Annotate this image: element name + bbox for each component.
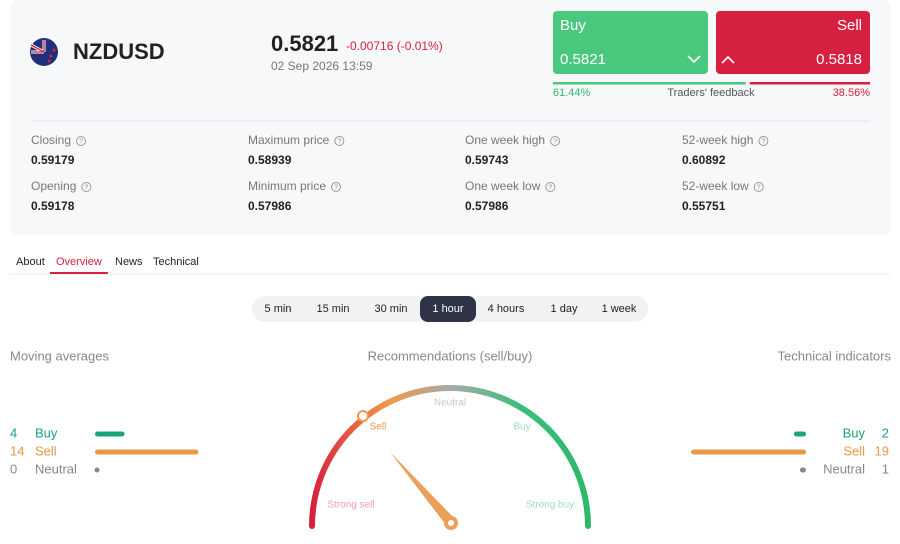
datetime: 02 Sep 2026 13:59 <box>271 59 373 73</box>
stat-label: Maximum price <box>248 133 330 147</box>
stat-label: Opening <box>31 179 76 193</box>
stat-label: 52-week low <box>682 179 749 193</box>
buy-label: Buy <box>560 17 586 34</box>
tab-underline <box>50 272 108 274</box>
stat-label: 52-week high <box>682 133 753 147</box>
help-icon <box>753 182 764 192</box>
count: 14 <box>10 443 24 458</box>
help-icon <box>545 182 556 192</box>
feedback-label: Traders' feedback <box>667 87 755 99</box>
signal-bar <box>691 449 806 455</box>
timeframe[interactable]: 4 hours <box>488 303 525 315</box>
stat-value: 0.55751 <box>682 199 726 213</box>
signal-bar <box>95 431 125 437</box>
help-mark: ? <box>548 184 552 191</box>
sell-label: Sell <box>837 17 862 34</box>
signal-bar <box>94 467 100 473</box>
stat-value: 0.59743 <box>465 153 509 167</box>
gauge-label: Neutral <box>434 398 466 409</box>
help-mark: ? <box>334 184 338 191</box>
help-mark: ? <box>757 184 761 191</box>
signal-bar <box>793 431 806 437</box>
buy-button[interactable] <box>553 11 708 74</box>
section-title: Moving averages <box>10 348 109 363</box>
sell-price: 0.5818 <box>816 51 862 68</box>
help-icon <box>331 182 342 192</box>
help-mark: ? <box>761 138 765 145</box>
help-icon <box>758 136 769 146</box>
tab[interactable]: About <box>16 256 45 268</box>
help-icon <box>81 182 92 192</box>
timeframe-active <box>420 296 476 322</box>
tab[interactable]: Technical <box>153 256 199 268</box>
signal-label: Neutral <box>823 461 865 476</box>
count: 2 <box>882 425 889 440</box>
timeframe[interactable]: 15 min <box>316 303 349 315</box>
gauge <box>309 385 591 530</box>
count: 19 <box>875 443 889 458</box>
symbol: NZDUSD <box>73 39 165 64</box>
stat-value: 0.57986 <box>465 199 509 213</box>
gauge-label: Strong sell <box>327 500 374 511</box>
timeframe[interactable]: 1 hour <box>432 303 464 315</box>
gauge-label: Buy <box>513 422 530 433</box>
chevron-down <box>687 55 701 64</box>
timeframe[interactable]: 1 week <box>602 303 637 315</box>
chevron-up <box>721 55 735 64</box>
stat-value: 0.59179 <box>31 153 75 167</box>
gauge-label: Sell <box>370 422 387 433</box>
tab[interactable]: News <box>115 256 143 268</box>
sell-share-bar <box>749 82 870 85</box>
sell-button[interactable] <box>716 11 870 74</box>
price: 0.5821 <box>271 31 338 56</box>
buy-price: 0.5821 <box>560 51 606 68</box>
stat-value: 0.60892 <box>682 153 726 167</box>
section-title: Technical indicators <box>778 348 892 363</box>
stat-label: Closing <box>31 133 71 147</box>
help-mark: ? <box>79 138 83 145</box>
timeframe[interactable]: 1 day <box>551 303 578 315</box>
signal-label: Sell <box>35 443 57 458</box>
signal-bar <box>799 467 806 473</box>
stat-value: 0.57986 <box>248 199 292 213</box>
count: 0 <box>10 461 17 476</box>
timeframe[interactable]: 5 min <box>265 303 292 315</box>
help-mark: ? <box>553 138 557 145</box>
stat-value: 0.58939 <box>248 153 292 167</box>
signal-label: Sell <box>843 443 865 458</box>
stat-label: One week low <box>465 179 541 193</box>
price-change: -0.00716 (-0.01%) <box>346 39 443 53</box>
flag <box>30 38 58 66</box>
gauge-label: Strong buy <box>526 500 574 511</box>
help-mark: ? <box>84 184 88 191</box>
signal-label: Neutral <box>35 461 77 476</box>
timeframe[interactable]: 30 min <box>374 303 407 315</box>
buy-share: 61.44% <box>553 87 591 99</box>
count: 4 <box>10 425 17 440</box>
stat-value: 0.59178 <box>31 199 75 213</box>
help-icon <box>334 136 345 146</box>
sell-share: 38.56% <box>833 87 871 99</box>
help-icon <box>76 136 87 146</box>
stat-label: One week high <box>465 133 545 147</box>
signal-label: Buy <box>35 425 58 440</box>
count: 1 <box>882 461 889 476</box>
signal-bar <box>95 449 199 455</box>
signal-label: Buy <box>843 425 866 440</box>
help-icon <box>550 136 561 146</box>
tab[interactable]: Overview <box>56 256 102 268</box>
buy-share-bar <box>553 82 746 85</box>
help-mark: ? <box>337 138 341 145</box>
stat-label: Minimum price <box>248 179 326 193</box>
section-title: Recommendations (sell/buy) <box>368 348 533 363</box>
